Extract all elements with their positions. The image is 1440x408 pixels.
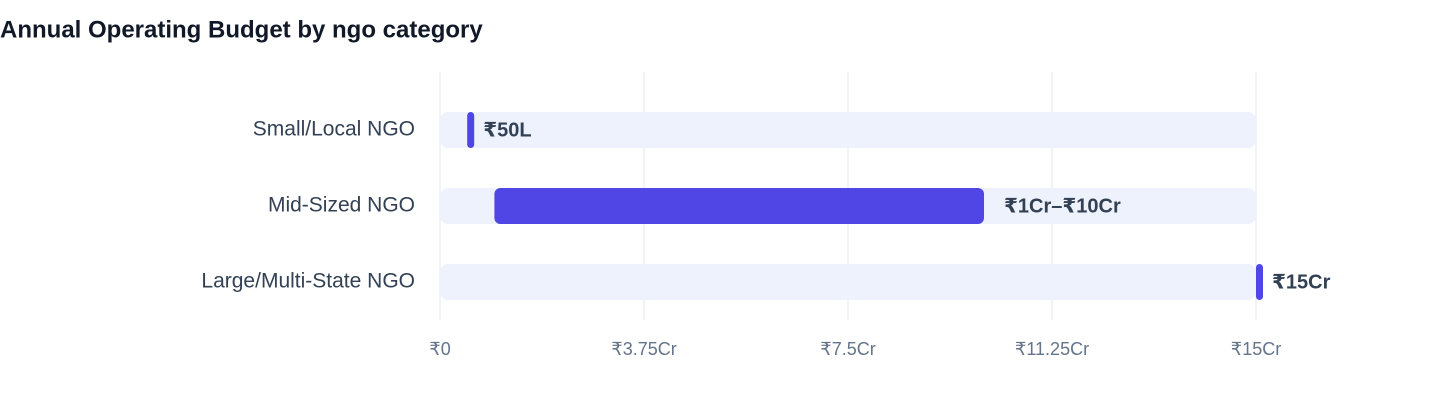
x-tick-label: ₹3.75Cr <box>611 339 676 359</box>
value-label: ₹1Cr–₹10Cr <box>1004 195 1121 217</box>
category-label: Mid-Sized NGO <box>268 194 415 217</box>
chart-title: Annual Operating Budget by ngo category <box>0 16 483 43</box>
category-label: Large/Multi-State NGO <box>201 270 415 293</box>
value-label: ₹15Cr <box>1272 271 1331 293</box>
bar <box>494 188 984 224</box>
x-tick-label: ₹7.5Cr <box>820 339 875 359</box>
x-tick-label: ₹11.25Cr <box>1015 339 1089 359</box>
value-label: ₹50L <box>483 119 531 141</box>
bar <box>1256 264 1263 300</box>
category-label: Small/Local NGO <box>253 118 415 141</box>
bar <box>467 112 475 148</box>
x-tick-label: ₹15Cr <box>1231 339 1281 359</box>
x-tick-label: ₹0 <box>429 339 450 359</box>
track <box>440 112 1256 148</box>
track <box>440 264 1256 300</box>
